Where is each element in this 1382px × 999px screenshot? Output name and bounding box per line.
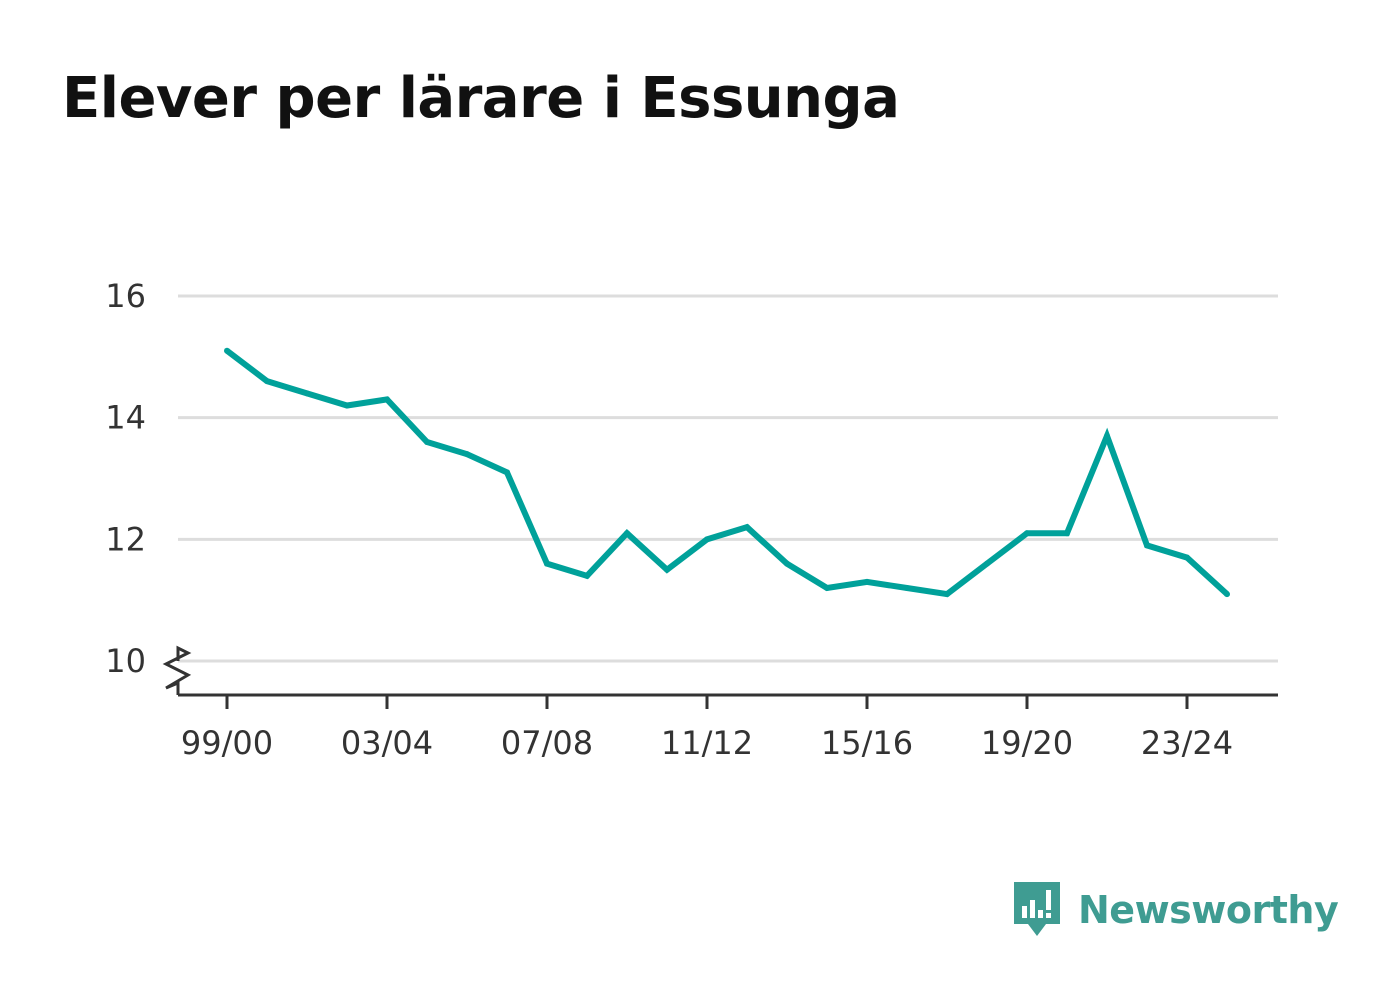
data-point (664, 566, 670, 573)
x-tick-label: 23/24 (1141, 724, 1233, 762)
data-point (1064, 530, 1070, 537)
data-point (304, 390, 310, 397)
data-point (824, 585, 830, 591)
data-point (384, 396, 390, 403)
y-tick-label: 16 (105, 277, 146, 315)
data-point (1024, 530, 1030, 537)
data-point (1184, 554, 1190, 561)
x-tick-label: 15/16 (821, 724, 913, 762)
y-tick-label: 14 (105, 399, 146, 437)
x-axis: 99/00 03/04 07/08 11/12 15/16 19/20 23/24 (162, 645, 1278, 762)
data-point (944, 591, 950, 598)
series-lines (224, 347, 1230, 598)
y-tick-label: 10 (105, 642, 146, 680)
data-point (984, 560, 990, 567)
y-axis-break-mark (162, 645, 192, 695)
data-point (224, 347, 230, 354)
data-point (504, 469, 510, 476)
gridlines (178, 294, 1278, 663)
x-tick-label: 11/12 (661, 724, 753, 762)
brand-logo: Newsworthy (1012, 880, 1339, 940)
x-tick-label: 99/00 (181, 724, 273, 762)
data-point (1224, 591, 1230, 598)
data-point (464, 451, 470, 458)
data-point (784, 560, 790, 567)
y-axis-tick-labels: 10 12 14 16 (105, 277, 146, 680)
data-point (864, 578, 870, 585)
x-tick-label: 19/20 (981, 724, 1073, 762)
data-point (704, 536, 710, 543)
data-point (1104, 432, 1110, 439)
x-tick-label: 03/04 (341, 724, 433, 762)
data-point (904, 585, 910, 591)
data-point (264, 378, 270, 385)
data-point (1144, 542, 1150, 549)
series-line (225, 348, 1230, 598)
brand-name: Newsworthy (1078, 888, 1339, 932)
data-point (624, 530, 630, 537)
x-tick-label: 07/08 (501, 724, 593, 762)
y-tick-label: 12 (105, 520, 146, 558)
data-point (544, 560, 550, 567)
data-point (584, 572, 590, 579)
data-point (744, 524, 750, 531)
data-point (344, 402, 350, 409)
chart-title: Elever per lärare i Essunga (62, 66, 900, 131)
newsworthy-logo-icon (1014, 882, 1060, 936)
data-point (424, 439, 430, 445)
